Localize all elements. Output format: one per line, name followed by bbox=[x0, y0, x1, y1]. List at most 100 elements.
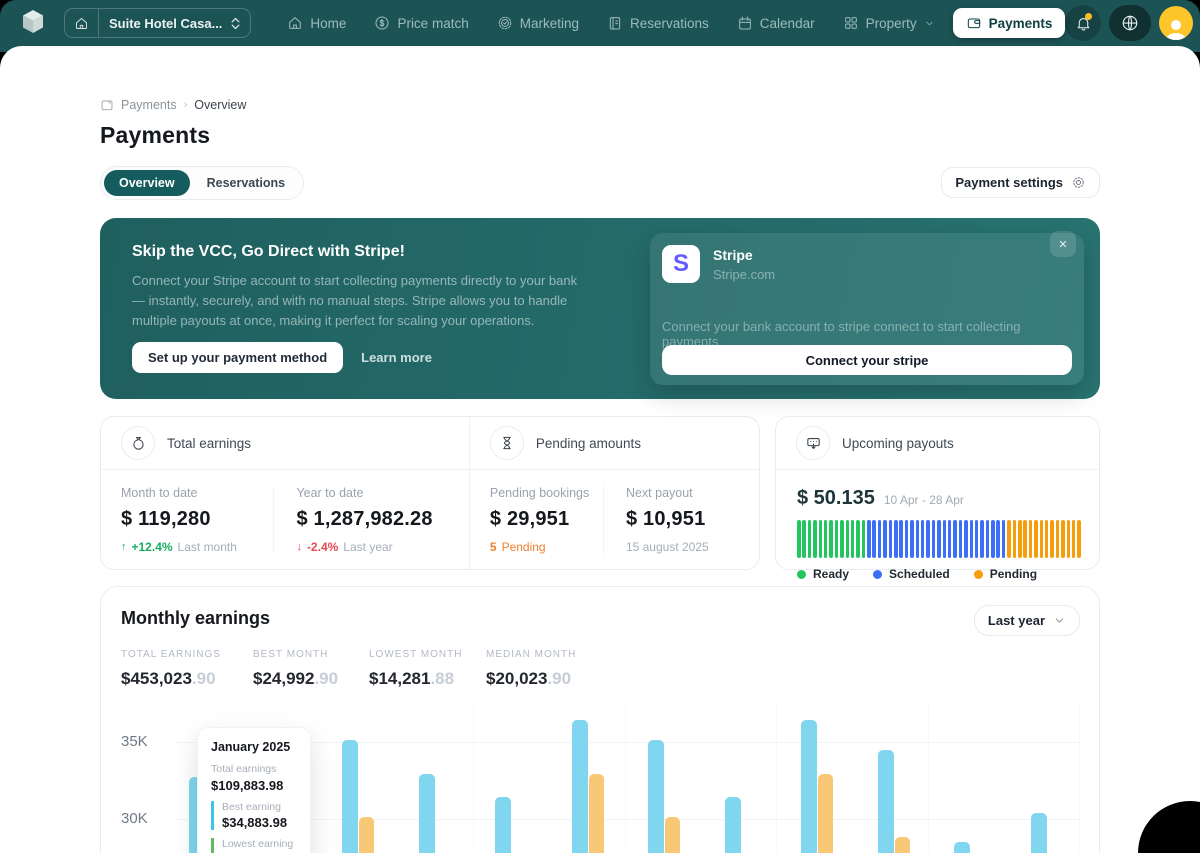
payment-settings-button[interactable]: Payment settings bbox=[941, 167, 1100, 198]
summary-best-month: BEST MONTH $24,992.90 bbox=[253, 649, 369, 689]
pending-amounts-header: Pending amounts bbox=[536, 436, 641, 451]
payout-legend: Ready Scheduled Pending bbox=[797, 567, 1078, 581]
delta-value: -2.4% bbox=[307, 540, 338, 554]
top-navigation-bar: Suite Hotel Casa... Home Price match Mar… bbox=[0, 0, 1200, 52]
tab-overview[interactable]: Overview bbox=[104, 170, 190, 196]
payout-bar-pending bbox=[1040, 520, 1044, 558]
globe-icon bbox=[1121, 14, 1139, 32]
chart-bar-Jul-earnings-secondary[interactable] bbox=[665, 817, 680, 853]
payout-bar-scheduled bbox=[878, 520, 882, 558]
payout-bar-scheduled bbox=[975, 520, 979, 558]
payout-bar-ready bbox=[835, 520, 839, 558]
unfold-chevrons-icon bbox=[230, 16, 250, 31]
legend-dot bbox=[873, 570, 882, 579]
monthly-earnings-title: Monthly earnings bbox=[121, 608, 270, 629]
chart-bar-Dec-earnings-primary[interactable] bbox=[1031, 813, 1047, 853]
payout-bar-ready bbox=[819, 520, 823, 558]
chart-bar-Sep-earnings-primary[interactable] bbox=[801, 720, 817, 853]
y-tick-35k: 35K bbox=[121, 733, 148, 750]
pending-label: Pending bbox=[502, 540, 546, 554]
tab-reservations[interactable]: Reservations bbox=[192, 170, 301, 196]
payout-bar-ready bbox=[829, 520, 833, 558]
payout-bar-ready bbox=[862, 520, 866, 558]
nav-item-property[interactable]: Property bbox=[833, 9, 945, 37]
payout-bar-pending bbox=[1034, 520, 1038, 558]
avatar[interactable] bbox=[1159, 6, 1193, 40]
stripe-connect-card: S Stripe Stripe.com Connect your bank ac… bbox=[650, 233, 1084, 385]
notifications-button[interactable] bbox=[1065, 5, 1101, 41]
chart-bar-Jul-earnings-primary[interactable] bbox=[648, 740, 664, 853]
period-select[interactable]: Last year bbox=[974, 605, 1080, 636]
nav-item-calendar[interactable]: Calendar bbox=[727, 9, 825, 37]
language-button[interactable] bbox=[1109, 5, 1151, 41]
summary-total-earnings: TOTAL EARNINGS $453,023.90 bbox=[121, 649, 253, 689]
payout-bar-scheduled bbox=[964, 520, 968, 558]
chart-bar-Jun-earnings-secondary[interactable] bbox=[589, 774, 604, 853]
payout-bar-scheduled bbox=[889, 520, 893, 558]
chart-bar-Oct-earnings-secondary[interactable] bbox=[895, 837, 910, 853]
connect-stripe-button[interactable]: Connect your stripe bbox=[662, 345, 1072, 375]
payout-bar-ready bbox=[808, 520, 812, 558]
chart-bar-Mar-earnings-primary[interactable] bbox=[342, 740, 358, 853]
chart-bar-Sep-earnings-secondary[interactable] bbox=[818, 774, 833, 853]
payout-terminal-icon bbox=[796, 426, 830, 460]
earnings-pending-card: Total earnings Month to date $ 119,280 ↑… bbox=[100, 416, 760, 570]
payout-bar-ready bbox=[802, 520, 806, 558]
chart-bar-Aug-earnings-primary[interactable] bbox=[725, 797, 741, 853]
payout-bar-scheduled bbox=[899, 520, 903, 558]
stripe-domain: Stripe.com bbox=[713, 267, 775, 282]
nav-item-payments[interactable]: Payments bbox=[953, 8, 1066, 38]
payout-bar-scheduled bbox=[970, 520, 974, 558]
hourglass-icon bbox=[490, 426, 524, 460]
money-bag-icon bbox=[121, 426, 155, 460]
banner-description: Connect your Stripe account to start col… bbox=[132, 271, 590, 331]
legend-scheduled: Scheduled bbox=[873, 567, 950, 581]
payout-amount: $ 50.135 bbox=[797, 487, 875, 510]
payout-bar-scheduled bbox=[883, 520, 887, 558]
payout-bar-pending bbox=[1013, 520, 1017, 558]
payout-bar-pending bbox=[1023, 520, 1027, 558]
setup-payment-method-button[interactable]: Set up your payment method bbox=[132, 342, 343, 373]
payout-bar-scheduled bbox=[872, 520, 876, 558]
chart-bar-May-earnings-primary[interactable] bbox=[495, 797, 511, 853]
tooltip-best-earning: Best earning $34,883.98 bbox=[211, 801, 297, 830]
payout-bar-pending bbox=[1018, 520, 1022, 558]
payout-bar-ready bbox=[856, 520, 860, 558]
total-earnings-header: Total earnings bbox=[167, 436, 251, 451]
hotel-selector[interactable]: Suite Hotel Casa... bbox=[64, 8, 251, 38]
next-payout-date: 15 august 2025 bbox=[626, 540, 709, 554]
breadcrumb: Payments › Overview bbox=[100, 97, 1100, 113]
breadcrumb-section[interactable]: Payments bbox=[121, 98, 177, 112]
chart-bar-Nov-earnings-primary[interactable] bbox=[954, 842, 970, 853]
home-icon bbox=[65, 9, 99, 37]
close-icon[interactable]: ✕ bbox=[1050, 231, 1076, 257]
person-icon bbox=[1163, 16, 1189, 40]
arrow-up-icon: ↑ bbox=[121, 541, 127, 553]
nav-items: Home Price match Marketing Reservations … bbox=[277, 8, 1065, 38]
payout-bar-scheduled bbox=[932, 520, 936, 558]
chart-bar-Apr-earnings-primary[interactable] bbox=[419, 774, 435, 853]
payout-bar-pending bbox=[1077, 520, 1081, 558]
nav-item-price-match[interactable]: Price match bbox=[364, 9, 478, 37]
arrow-down-icon: ↓ bbox=[296, 541, 302, 553]
payout-bar-pending bbox=[1050, 520, 1054, 558]
delta-note: Last month bbox=[178, 540, 237, 554]
payout-bar-ready bbox=[824, 520, 828, 558]
breadcrumb-current: Overview bbox=[194, 98, 246, 112]
learn-more-link[interactable]: Learn more bbox=[361, 350, 432, 365]
nav-item-reservations[interactable]: Reservations bbox=[597, 9, 719, 37]
chart-bar-Jun-earnings-primary[interactable] bbox=[572, 720, 588, 853]
payout-bar-pending bbox=[1072, 520, 1076, 558]
payout-bar-scheduled bbox=[921, 520, 925, 558]
legend-pending: Pending bbox=[974, 567, 1037, 581]
stripe-name: Stripe bbox=[713, 247, 753, 263]
payout-bar-scheduled bbox=[953, 520, 957, 558]
nav-item-marketing[interactable]: Marketing bbox=[487, 9, 589, 37]
nav-item-home[interactable]: Home bbox=[277, 9, 356, 37]
chart-bar-Oct-earnings-primary[interactable] bbox=[878, 750, 894, 853]
stripe-promo-banner: Skip the VCC, Go Direct with Stripe! Con… bbox=[100, 218, 1100, 399]
payout-bar-scheduled bbox=[937, 520, 941, 558]
payout-bar-pending bbox=[1061, 520, 1065, 558]
chart-bar-Mar-earnings-secondary[interactable] bbox=[359, 817, 374, 853]
payout-bar-pending bbox=[1045, 520, 1049, 558]
